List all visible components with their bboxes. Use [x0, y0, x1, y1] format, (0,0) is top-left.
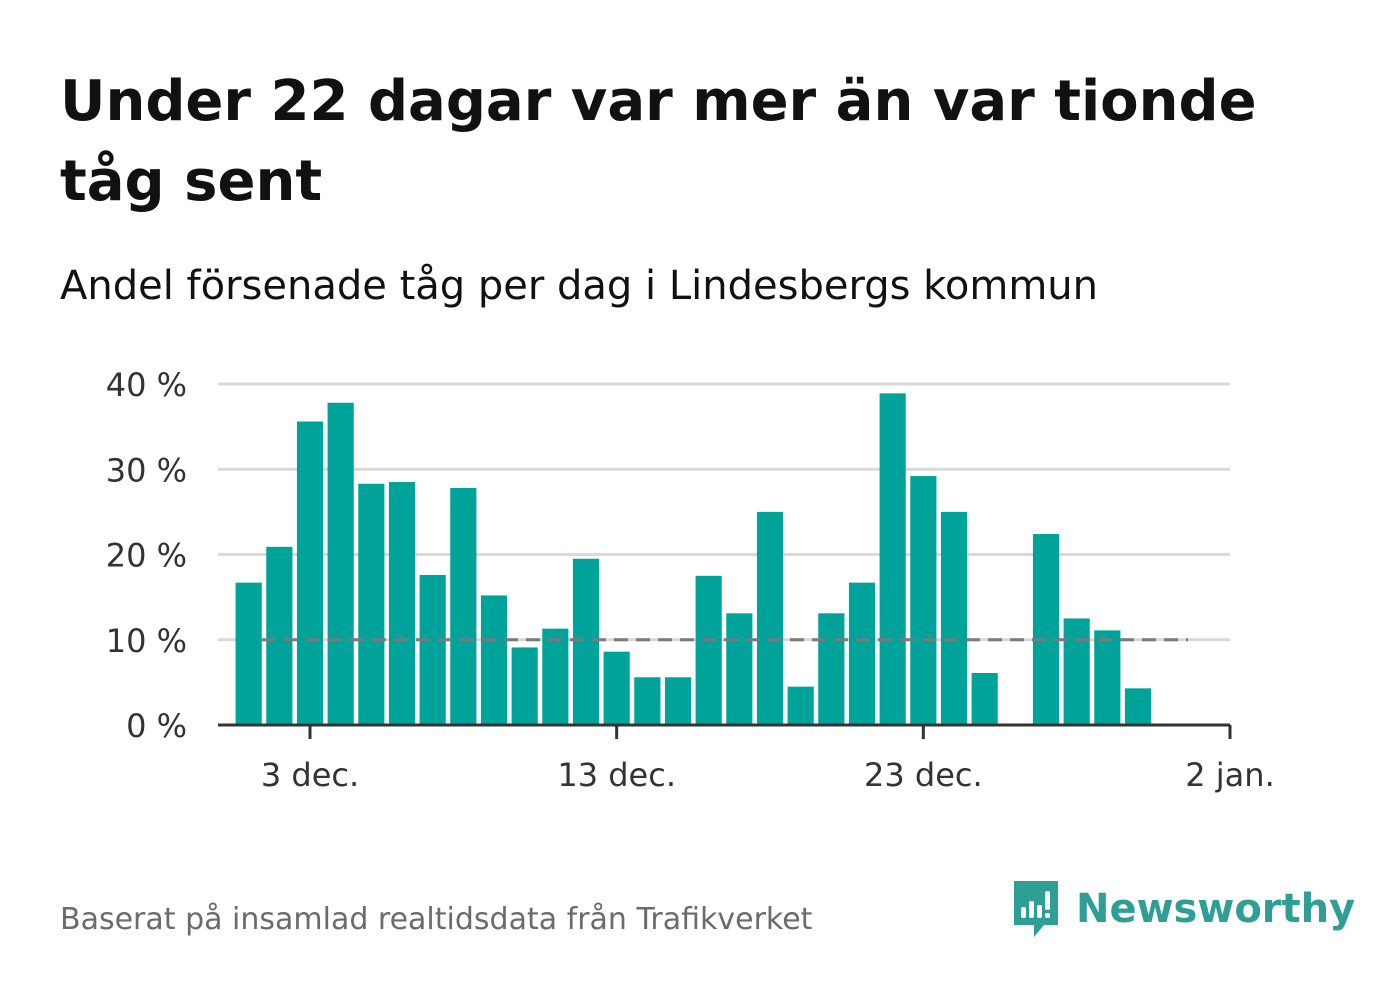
bar	[450, 488, 477, 725]
bar-chart: 0 % 10 % 20 % 30 % 40 % 3 dec. 13 dec. 23 dec.…	[106, 366, 1275, 794]
bar	[266, 546, 293, 725]
y-tick-label: 30 %	[106, 451, 187, 489]
bar	[726, 613, 753, 725]
bar	[756, 511, 784, 725]
x-tick-label: 3 dec.	[261, 756, 359, 794]
x-tick-label: 23 dec.	[864, 756, 983, 794]
y-tick-label: 20 %	[106, 537, 187, 575]
chart-subtitle: Andel försenade tåg per dag i Lindesberg…	[60, 263, 1098, 309]
bar	[1124, 688, 1152, 725]
bar	[480, 595, 508, 725]
bar	[848, 582, 876, 725]
bar	[327, 402, 354, 725]
bars	[235, 393, 1152, 725]
bar	[296, 421, 324, 725]
bar	[787, 686, 814, 725]
bar	[419, 574, 446, 725]
x-axis-ticks: 3 dec. 13 dec. 23 dec. 2 jan.	[261, 725, 1275, 794]
bar	[358, 483, 385, 725]
bar	[603, 651, 630, 725]
bar	[664, 677, 692, 725]
x-tick-label: 13 dec.	[557, 756, 676, 794]
bar	[879, 393, 906, 725]
bar	[695, 575, 722, 725]
bar	[818, 613, 845, 725]
bar	[235, 582, 262, 725]
bar	[971, 672, 998, 725]
bar	[910, 476, 937, 725]
y-axis-tick-labels: 0 % 10 % 20 % 30 % 40 %	[106, 366, 187, 745]
y-tick-label: 10 %	[106, 622, 187, 660]
y-tick-label: 40 %	[106, 366, 187, 404]
chart-title: Under 22 dagar var mer än var tionde tåg…	[60, 69, 1257, 214]
bar	[1032, 534, 1060, 725]
bar	[572, 558, 600, 725]
source-note: Baserat på insamlad realtidsdata från Tr…	[60, 902, 813, 937]
brand-logo: Newsworthy	[1012, 878, 1355, 940]
y-tick-label: 0 %	[126, 707, 187, 745]
x-tick-label: 2 jan.	[1185, 756, 1274, 794]
newsworthy-logo-icon	[1014, 881, 1058, 937]
brand-name: Newsworthy	[1076, 886, 1356, 932]
bar	[388, 482, 416, 725]
bar	[1063, 618, 1090, 725]
bar	[542, 628, 569, 725]
bar	[1094, 630, 1121, 725]
bar	[634, 677, 661, 725]
bar	[511, 647, 538, 725]
bar	[940, 511, 968, 725]
